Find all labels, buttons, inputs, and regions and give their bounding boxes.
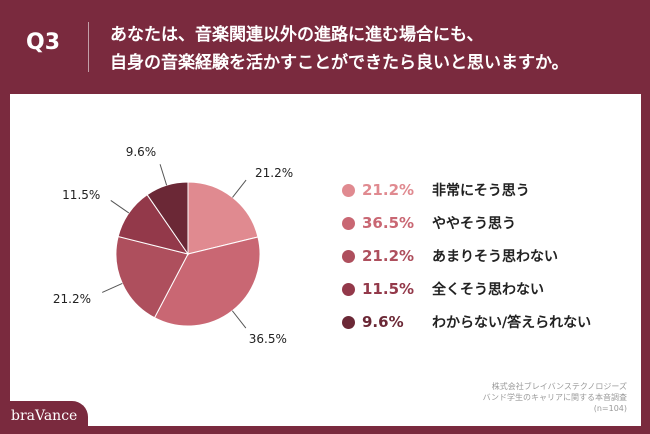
legend-percent-4: 11.5% (362, 280, 415, 298)
legend-label-2: ややそう思う (432, 216, 516, 232)
header: Q3 あなたは、音楽関連以外の進路に進む場合にも、 自身の音楽経験を活かすことが… (0, 0, 650, 92)
pie-chart (102, 164, 261, 329)
leader-line-4 (110, 200, 130, 214)
leader-line-2 (231, 310, 247, 329)
legend-percent-3: 21.2% (362, 247, 415, 265)
pie-slice-2 (153, 236, 261, 327)
leader-line-5 (159, 164, 168, 186)
leader-line-3 (102, 282, 123, 293)
legend-item-5: 9.6% わからない/答えられない (342, 312, 591, 332)
pie-value-label-1: 21.2% (255, 165, 294, 180)
brand-tab: braVance (0, 401, 88, 434)
header-divider (88, 22, 89, 72)
pie-value-label-2: 36.5% (248, 332, 287, 347)
source-sample-size: (n=104) (593, 404, 627, 413)
legend-swatch-4 (342, 282, 355, 296)
pie-value-label-5: 9.6% (125, 144, 157, 159)
legend-swatch-2 (342, 216, 355, 230)
source-note: 株式会社ブレイバンステクノロジーズ バンド学生のキャリアに関する本音調査 (n=… (483, 381, 627, 414)
legend-percent-1: 21.2% (362, 181, 415, 199)
chart-panel: 21.2% 36.5% 21.2% 11.5% 9.6% 21.2% 非常にそう思う 36.… (10, 94, 641, 426)
legend-swatch-1 (342, 183, 355, 197)
pie-slice-5 (146, 181, 189, 256)
brand-logo: braVance (11, 408, 78, 424)
legend-percent-5: 9.6% (362, 313, 404, 331)
pie-slice-1 (187, 181, 259, 255)
question-text-line2: 自身の音楽経験を活かすことができたら良いと思いますか。 (110, 53, 569, 73)
legend-swatch-5 (342, 315, 355, 329)
source-survey: バンド学生のキャリアに関する本音調査 (482, 393, 627, 402)
legend-item-2: 36.5% ややそう思う (342, 213, 516, 233)
legend-swatch-3 (342, 249, 355, 263)
legend-item-4: 11.5% 全くそう思わない (342, 279, 544, 299)
question-text-line1: あなたは、音楽関連以外の進路に進む場合にも、 (110, 25, 484, 45)
legend-label-1: 非常にそう思う (432, 183, 530, 199)
question-number: Q3 (26, 30, 61, 55)
legend-item-3: 21.2% あまりそう思わない (342, 246, 558, 266)
legend-percent-2: 36.5% (362, 214, 415, 232)
source-company: 株式会社ブレイバンステクノロジーズ (491, 382, 627, 391)
legend-label-4: 全くそう思わない (432, 282, 544, 298)
legend-label-3: あまりそう思わない (432, 249, 558, 265)
leader-line-1 (232, 179, 247, 198)
legend-item-1: 21.2% 非常にそう思う (342, 180, 530, 200)
pie-value-label-4: 11.5% (62, 187, 101, 202)
pie-value-label-3: 21.2% (52, 291, 92, 306)
legend-label-5: わからない/答えられない (432, 315, 592, 331)
